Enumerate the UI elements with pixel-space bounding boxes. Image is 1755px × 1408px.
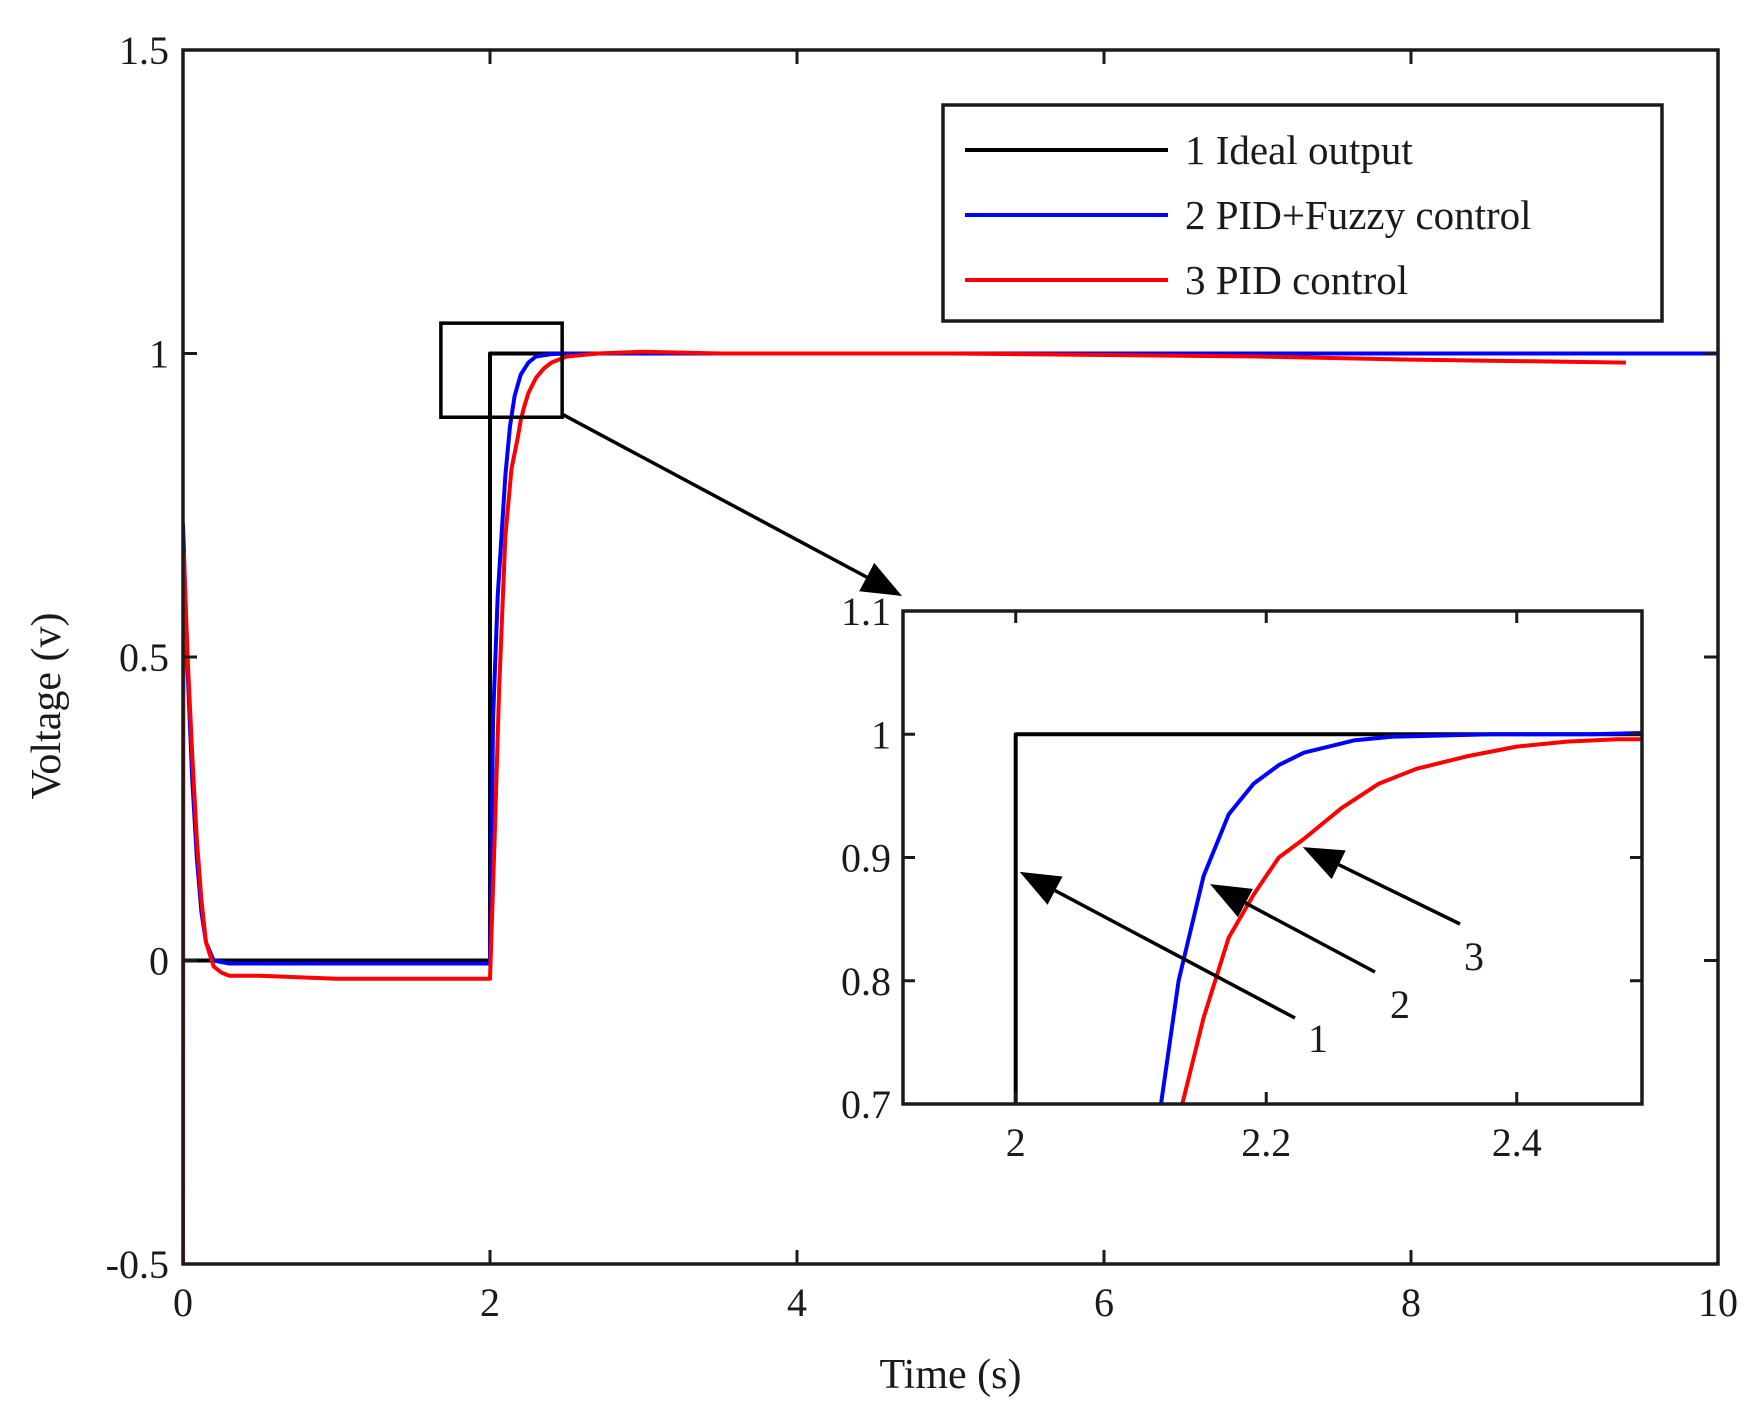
zoom-arrow (561, 412, 902, 596)
y-tick-label: -0.5 (106, 1242, 169, 1287)
x-tick-label: 0 (173, 1280, 193, 1325)
inset-y-tick-label: 1 (871, 712, 891, 757)
callout-arrow-1-head (1019, 871, 1063, 905)
x-tick-label: 10 (1698, 1280, 1738, 1325)
callout-arrow-3-head (1302, 847, 1346, 880)
inset-callouts: 1 2 3 (1019, 847, 1484, 1061)
callout-arrow-1-shaft (1054, 889, 1296, 1020)
inset-y-tick-label: 0.7 (841, 1082, 891, 1127)
inset-x-tick-label: 2.2 (1241, 1120, 1291, 1165)
callout-label-3: 3 (1464, 934, 1484, 979)
y-tick-label: 0 (149, 939, 169, 984)
zoom-arrow-head (859, 563, 902, 596)
zoom-arrow-shaft (561, 412, 868, 579)
inset-series-line-2 (1159, 731, 1642, 1104)
y-tick-label: 0.5 (119, 635, 169, 680)
y-axis-title: Voltage (v) (24, 612, 70, 799)
main-plot-ticks: 0 2 4 6 8 10-0.500.511.5 (106, 28, 1738, 1325)
x-tick-label: 8 (1401, 1280, 1421, 1325)
main-series-line-3 (183, 349, 1626, 1264)
inset-background (903, 611, 1642, 1104)
x-tick-label: 4 (787, 1280, 807, 1325)
x-tick-label: 6 (1094, 1280, 1114, 1325)
legend-label: 1 Ideal output (1185, 127, 1413, 173)
inset-y-tick-label: 0.8 (841, 959, 891, 1004)
y-tick-label: 1 (149, 332, 169, 377)
callout-arrow-2-shaft (1244, 901, 1376, 974)
x-axis-title: Time (s) (880, 1352, 1022, 1398)
callout-arrow-3-shaft (1337, 863, 1461, 926)
legend: 1 Ideal output 2 PID+Fuzzy control 3 PID c… (941, 103, 1664, 323)
main-plot-series (183, 349, 1718, 1264)
callout-label-2: 2 (1390, 982, 1410, 1027)
inset-x-tick-label: 2 (1006, 1120, 1026, 1165)
y-tick-label: 1.5 (119, 28, 169, 73)
x-tick-label: 2 (480, 1280, 500, 1325)
zoom-box (439, 321, 564, 419)
callout-label-1: 1 (1308, 1016, 1328, 1061)
inset-series-line-3 (1180, 737, 1642, 1104)
inset-y-tick-label: 1.1 (841, 589, 891, 634)
inset-plot-series (1013, 731, 1642, 1104)
legend-label: 3 PID control (1185, 257, 1408, 303)
legend-label: 2 PID+Fuzzy control (1185, 192, 1532, 238)
inset-x-tick-label: 2.4 (1492, 1120, 1542, 1165)
callout-arrow-2-head (1210, 884, 1253, 918)
inset-y-tick-label: 0.9 (841, 836, 891, 881)
inset-plot-ticks: 2 2.2 2.4 0.7 0.8 0.9 1 1.1 (841, 589, 1642, 1165)
